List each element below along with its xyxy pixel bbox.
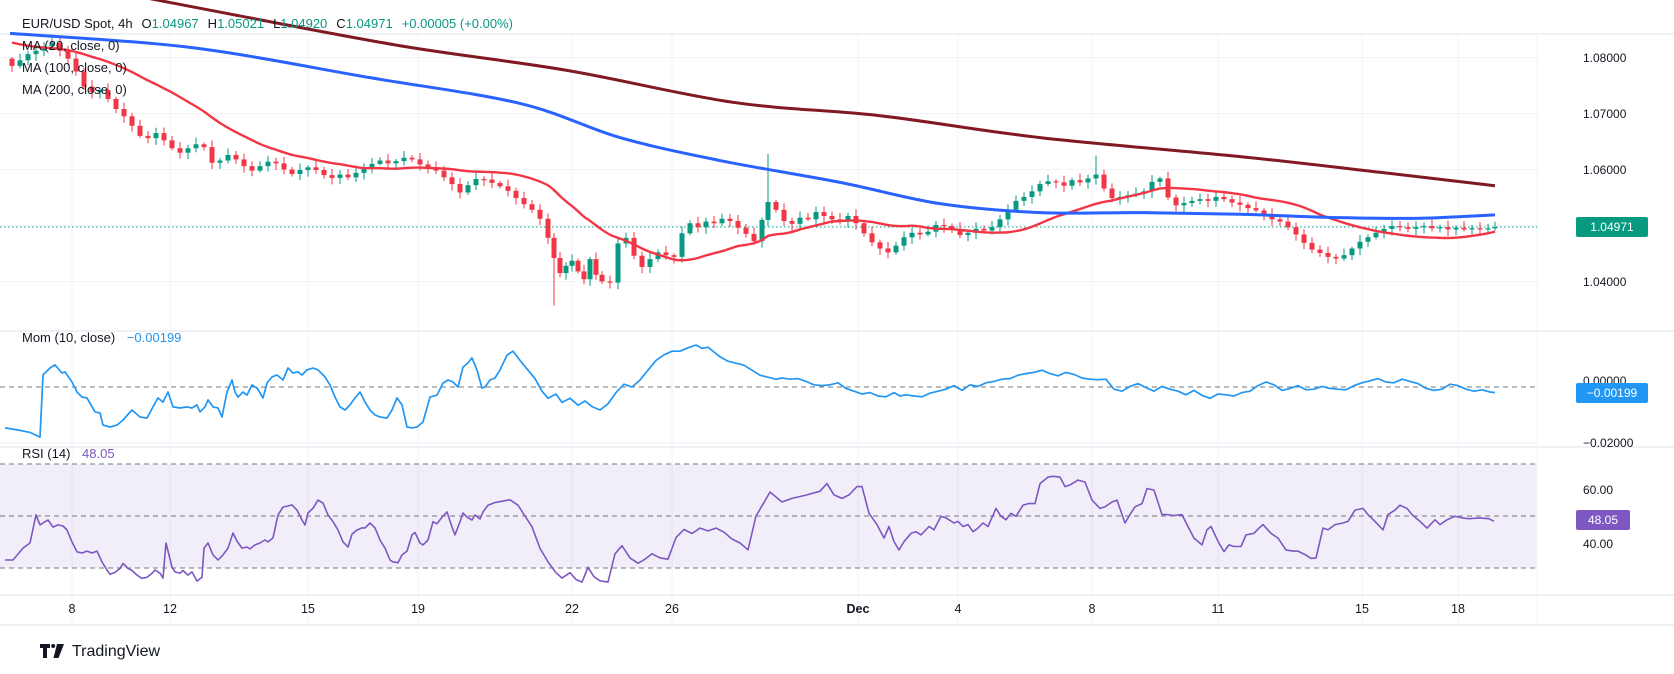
momentum-axis-label: −0.02000	[1583, 436, 1634, 450]
momentum-line	[4, 344, 1496, 438]
ma20-legend[interactable]: MA (20, close, 0)	[22, 38, 120, 53]
rsi-axis-label: 40.00	[1583, 537, 1614, 551]
time-tick-label: 11	[1211, 602, 1225, 616]
ma200-legend[interactable]: MA (200, close, 0)	[22, 82, 127, 97]
time-tick-label: 22	[565, 602, 579, 616]
time-tick-label: 12	[163, 602, 177, 616]
ma100-line	[9, 31, 1496, 220]
tradingview-logo-icon	[40, 644, 64, 658]
current-price-badge: 1.04971	[1576, 217, 1648, 237]
candles	[9, 37, 1498, 306]
symbol-title: EUR/USD Spot, 4h	[22, 16, 133, 31]
time-tick-label: 26	[665, 602, 679, 616]
rsi-line	[5, 475, 1495, 583]
time-tick-label: 18	[1451, 602, 1465, 616]
close-value: 1.04971	[345, 16, 393, 31]
ma100-legend[interactable]: MA (100, close, 0)	[22, 60, 127, 75]
time-tick-label: 8	[1088, 602, 1096, 616]
price-axis-label: 1.08000	[1583, 50, 1627, 65]
time-tick-label: 15	[1355, 602, 1369, 616]
tradingview-logo[interactable]: TradingView	[40, 643, 160, 661]
time-tick-label: 15	[301, 602, 315, 616]
open-value: 1.04967	[151, 16, 199, 31]
momentum-label: Mom (10, close)	[22, 330, 116, 345]
rsi-legend-row[interactable]: RSI (14) 48.05	[22, 446, 115, 461]
rsi-axis-label: 60.00	[1583, 483, 1614, 497]
rsi-value: 48.05	[82, 446, 115, 461]
high-value: 1.05021	[217, 16, 265, 31]
rsi-value-badge: 48.05	[1576, 510, 1630, 530]
time-tick-label: 4	[954, 602, 962, 616]
low-label: L	[273, 16, 281, 31]
price-axis-label: 1.07000	[1583, 106, 1627, 121]
time-tick-label: 19	[411, 602, 425, 616]
open-label: O	[141, 16, 152, 31]
momentum-value: −0.00199	[126, 330, 182, 345]
time-tick-label: 8	[68, 602, 76, 616]
rsi-label: RSI (14)	[22, 446, 71, 461]
time-tick-label: Dec	[846, 602, 870, 616]
price-axis-label: 1.04000	[1583, 274, 1627, 289]
tradingview-logo-text: TradingView	[72, 643, 161, 660]
close-label: C	[336, 16, 346, 31]
symbol-legend-row[interactable]: EUR/USD Spot, 4h O1.04967 H1.05021 L1.04920…	[22, 16, 513, 31]
high-label: H	[207, 16, 218, 31]
ma20-line	[11, 41, 1496, 262]
price-axis-label: 1.06000	[1583, 162, 1627, 177]
momentum-value-badge: −0.00199	[1576, 383, 1648, 403]
ma200-line	[149, 0, 1496, 188]
change-value: +0.00005 (+0.00%)	[401, 16, 513, 31]
low-value: 1.04920	[280, 16, 328, 31]
momentum-legend-row[interactable]: Mom (10, close) −0.00199	[22, 330, 181, 345]
